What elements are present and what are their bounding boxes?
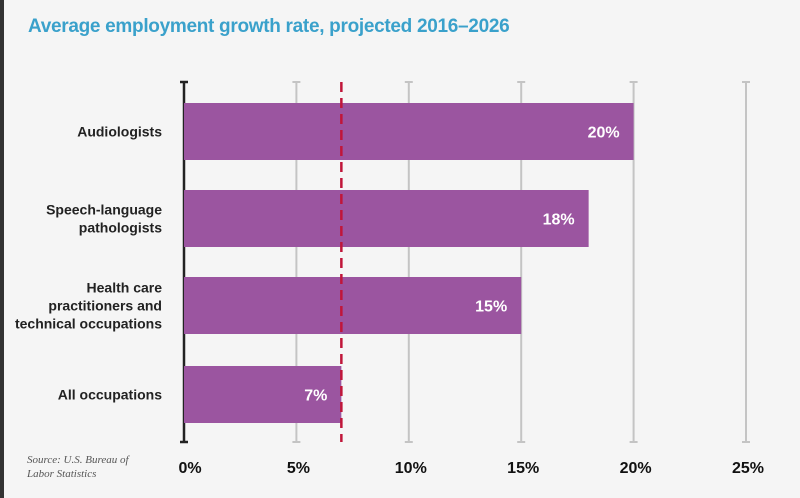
x-tick-label: 15% [507, 460, 539, 477]
source-line-2: Labor Statistics [27, 468, 97, 480]
x-tick-label: 20% [620, 460, 652, 477]
source-line-1: Source: U.S. Bureau of [27, 454, 129, 466]
x-tick-label: 5% [287, 460, 310, 477]
data-label: 20% [588, 125, 620, 142]
category-label: practitioners and [48, 298, 162, 314]
data-label: 18% [543, 212, 575, 229]
category-label: Audiologists [77, 124, 162, 140]
data-label: 15% [475, 299, 507, 316]
x-tick-label: 0% [178, 460, 201, 477]
source-note: Source: U.S. Bureau of Labor Statistics [27, 453, 147, 481]
category-label: pathologists [79, 220, 162, 236]
bar [184, 366, 342, 423]
category-label: Speech-language [46, 202, 162, 218]
bar [184, 190, 589, 247]
bar [184, 103, 634, 160]
chart-title: Average employment growth rate, projecte… [28, 16, 510, 37]
category-label: Health care [87, 280, 163, 296]
x-tick-label: 25% [732, 460, 764, 477]
window-border [0, 0, 4, 498]
data-label: 7% [304, 388, 327, 405]
x-tick-label: 10% [395, 460, 427, 477]
bar [184, 277, 522, 334]
category-label: All occupations [58, 387, 162, 403]
category-label: technical occupations [15, 316, 162, 332]
